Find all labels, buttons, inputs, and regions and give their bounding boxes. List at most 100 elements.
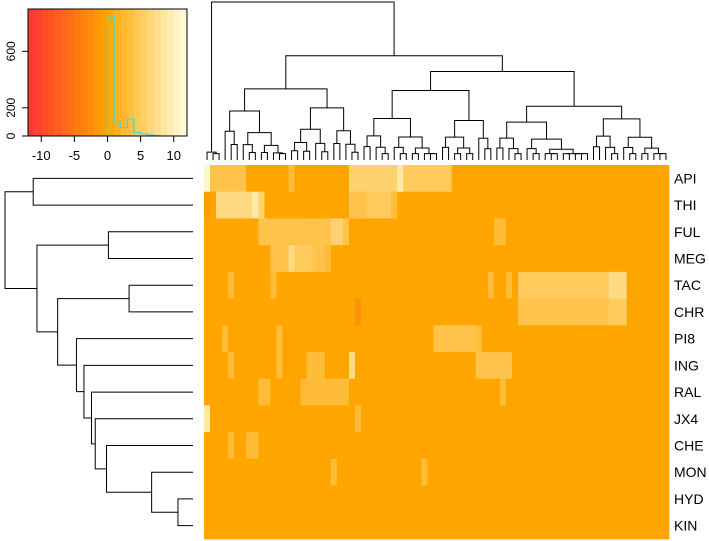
row-dendrogram-branch (107, 231, 193, 259)
heatmap-cell (403, 245, 410, 273)
heatmap-cell (288, 218, 295, 246)
heatmap-cell (216, 245, 223, 273)
heatmap-cell (644, 432, 652, 460)
heatmap-cell (282, 191, 289, 219)
heatmap-cell (475, 378, 483, 406)
heatmap-cell (385, 352, 392, 380)
heatmap-cell (330, 512, 338, 540)
heatmap-cell (318, 298, 326, 326)
column-dendrogram-branch (596, 135, 611, 148)
color-key-y-axis: 0 200 600 (4, 41, 29, 139)
heatmap-cell (439, 245, 446, 273)
heatmap-cell (608, 432, 616, 460)
heatmap-cell (554, 378, 561, 406)
heatmap-cell (367, 245, 374, 273)
heatmap-cell (367, 352, 374, 380)
heatmap-cell (505, 191, 513, 219)
heatmap-cell (548, 405, 555, 433)
heatmap-cell (427, 458, 434, 486)
heatmap-cell (282, 378, 289, 406)
heatmap-cell (427, 191, 434, 219)
heatmap-cell (511, 432, 519, 460)
heatmap-cell (300, 352, 308, 380)
heatmap-cell (608, 191, 616, 219)
heatmap-cell (566, 325, 573, 353)
heatmap-cell (608, 405, 616, 433)
heatmap-cell (246, 405, 253, 433)
heatmap-cell (240, 191, 247, 219)
heatmap-cell (397, 191, 404, 219)
heatmap-cell (632, 432, 640, 460)
heatmap-cell (518, 271, 525, 299)
color-key-band (74, 9, 82, 136)
heatmap-cell (511, 271, 519, 299)
heatmap-cell (306, 165, 314, 193)
heatmap-cell (403, 165, 410, 193)
heatmap-cell (204, 432, 211, 460)
heatmap-cell (361, 352, 368, 380)
heatmap-cell (469, 165, 477, 193)
heatmap-cell (530, 378, 537, 406)
heatmap-cell (264, 378, 271, 406)
heatmap-cell (596, 165, 603, 193)
heatmap-cell (493, 245, 501, 273)
heatmap-cell (542, 352, 549, 380)
heatmap-cell (626, 191, 634, 219)
heatmap-cell (288, 352, 295, 380)
heatmap-cell (216, 405, 223, 433)
column-dendrogram-branch (574, 153, 585, 160)
row-label-pi8: PI8 (674, 331, 695, 347)
column-dendrogram-branch (363, 146, 371, 160)
heatmap-cell (367, 512, 374, 540)
heatmap-cell (620, 271, 628, 299)
heatmap-cell (578, 432, 585, 460)
row-dendrogram-branch (128, 284, 193, 313)
heatmap-cell (457, 512, 465, 540)
heatmap-cell (548, 271, 555, 299)
heatmap-cell (596, 512, 603, 540)
heatmap-cell (354, 271, 362, 299)
color-key-y-tick-label: 0 (4, 132, 18, 139)
color-key-x-tick-label: -10 (32, 148, 51, 163)
heatmap-cell (638, 218, 646, 246)
heatmap-cell (373, 191, 380, 219)
heatmap-cell (228, 458, 235, 486)
row-label-tac: TAC (674, 277, 701, 293)
heatmap-cell (530, 405, 537, 433)
heatmap-cell (638, 485, 646, 513)
heatmap-cell (481, 352, 489, 380)
heatmap-cell (638, 325, 646, 353)
color-key-band (41, 9, 49, 136)
heatmap-cell (361, 218, 368, 246)
heatmap-cell (276, 352, 283, 380)
heatmap-cell (354, 485, 362, 513)
column-dendrogram-branch (457, 147, 471, 154)
heatmap-cell (463, 298, 471, 326)
heatmap-cell (336, 165, 344, 193)
heatmap-cell (650, 378, 658, 406)
heatmap-cell (234, 271, 241, 299)
heatmap-cell (445, 432, 452, 460)
heatmap-cell (264, 271, 271, 299)
heatmap-cell (650, 432, 658, 460)
row-label-ral: RAL (674, 384, 701, 400)
heatmap-cell (288, 512, 295, 540)
heatmap-cell (602, 245, 610, 273)
heatmap-cell (602, 458, 610, 486)
heatmap-cell (620, 245, 628, 273)
heatmap-cell (210, 432, 217, 460)
heatmap-cell (276, 432, 283, 460)
column-dendrogram-branch (336, 130, 351, 145)
heatmap-cell (282, 298, 289, 326)
heatmap-cell (451, 432, 459, 460)
heatmap-cell (409, 165, 416, 193)
heatmap-cell (566, 298, 573, 326)
heatmap-cell (469, 458, 477, 486)
heatmap-cell (608, 298, 616, 326)
heatmap-row-chr (204, 298, 670, 326)
heatmap-cell (330, 165, 338, 193)
heatmap-cell (379, 352, 386, 380)
heatmap-cell (385, 271, 392, 299)
heatmap-cell (451, 512, 459, 540)
heatmap-cell (409, 512, 416, 540)
